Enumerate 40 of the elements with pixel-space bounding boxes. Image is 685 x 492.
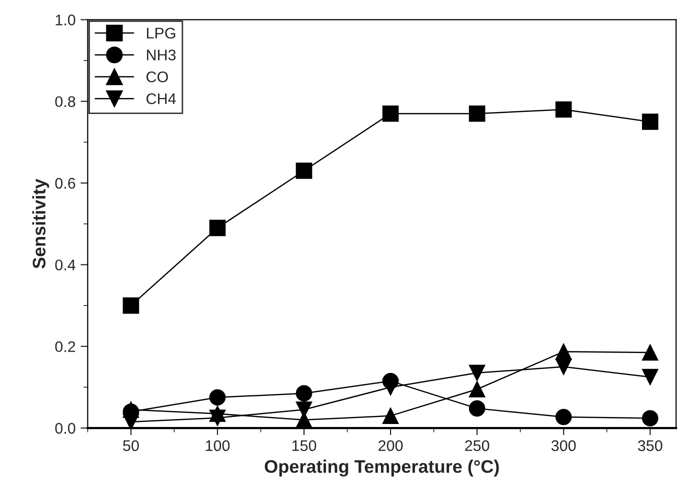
y-axis-title: Sensitivity — [32, 178, 50, 268]
point — [642, 344, 658, 361]
point — [642, 410, 658, 426]
y-tick-label: 0.0 — [55, 422, 76, 434]
y-tick-label: 0.8 — [55, 96, 76, 108]
point — [468, 364, 486, 382]
point — [296, 385, 312, 402]
legend-label: NH3 — [146, 50, 176, 60]
point — [642, 368, 658, 386]
point — [209, 410, 226, 426]
x-tick-label: 100 — [206, 440, 230, 452]
x-tick-label: 50 — [123, 440, 139, 452]
y-tick-label: 0.2 — [55, 341, 76, 352]
legend-label: CO — [146, 71, 168, 82]
point — [555, 101, 572, 118]
y-tick-label: 0.4 — [55, 260, 76, 270]
point — [382, 105, 399, 122]
x-axis-title: Operating Temperature (°C) — [264, 460, 499, 477]
point — [468, 105, 486, 122]
point — [468, 381, 486, 398]
point — [555, 408, 572, 426]
point — [122, 297, 140, 314]
point — [642, 114, 658, 130]
point — [382, 379, 399, 396]
x-tick-label: 250 — [465, 440, 490, 452]
y-tick-label: 1.0 — [56, 14, 76, 26]
x-tick-label: 300 — [551, 440, 576, 452]
legend-label: CH4 — [146, 93, 176, 104]
point — [209, 220, 226, 236]
legend-label: LPG — [146, 28, 176, 39]
point — [468, 400, 486, 417]
point — [122, 414, 140, 428]
x-tick-label: 350 — [638, 440, 662, 452]
x-tick-label: 200 — [378, 440, 403, 452]
point — [382, 408, 399, 424]
point — [296, 162, 312, 179]
y-tick-label: 0.6 — [55, 178, 76, 189]
point — [209, 389, 226, 406]
point — [555, 358, 572, 375]
x-tick-label: 150 — [292, 440, 316, 452]
